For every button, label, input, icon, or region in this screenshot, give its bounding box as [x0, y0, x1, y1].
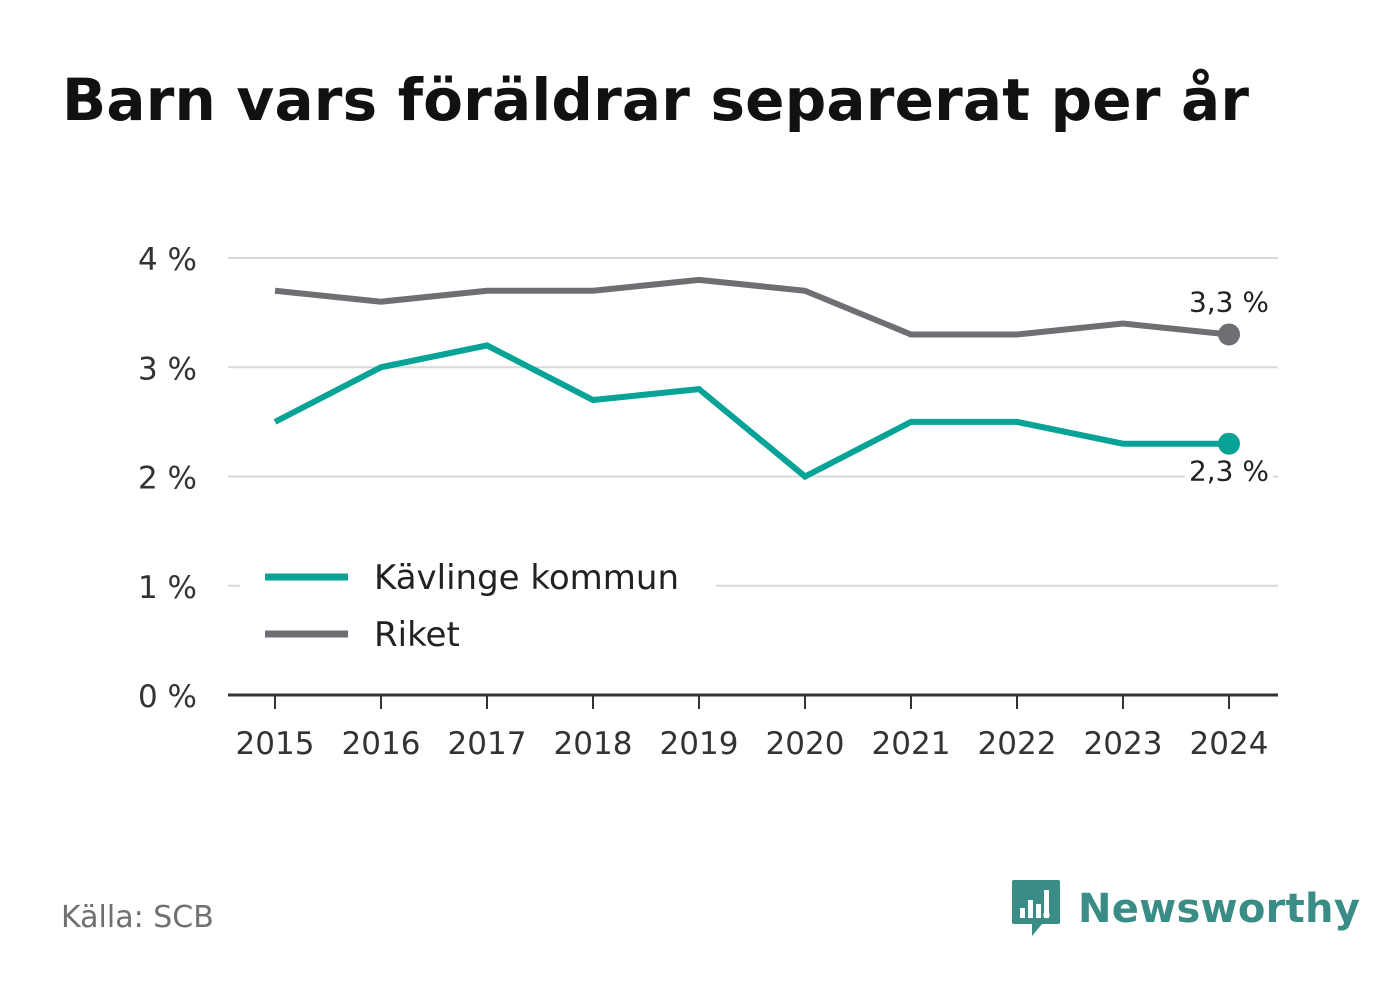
x-tick-label: 2016 [342, 726, 421, 762]
end-label-background [1185, 285, 1273, 318]
grid-lines [228, 257, 1278, 587]
x-tick-label: 2015 [236, 726, 315, 762]
end-marker [1218, 323, 1240, 346]
legend[interactable]: Kävlinge kommun Riket [240, 550, 716, 660]
legend-label: Riket [374, 615, 460, 655]
series-line [273, 342, 1229, 481]
brand-logo[interactable]: Newsworthy [1010, 878, 1360, 940]
x-tick-label: 2021 [872, 726, 951, 762]
brand-name: Newsworthy [1078, 886, 1361, 932]
newsworthy-logo-icon [1012, 880, 1060, 936]
x-axis: 2015 2016 2017 2018 2019 2020 2021 2022 2023 2024 [228, 693, 1278, 762]
x-tick-label: 2022 [978, 726, 1057, 762]
x-tick-label: 2019 [660, 726, 739, 762]
y-axis-ticks: 0 % 1 % 2 % 3 % 4 % [138, 242, 197, 715]
series-line [274, 276, 1230, 338]
x-tick-label: 2017 [448, 726, 527, 762]
y-tick-label: 2 % [138, 461, 197, 497]
chart-title: Barn vars föräldrar separerat per år [62, 66, 1250, 134]
series-lines [273, 276, 1240, 481]
end-marker [1218, 432, 1240, 455]
end-label: 3,3 % [1189, 285, 1269, 318]
end-label: 2,3 % [1189, 455, 1269, 488]
source-note: Källa: SCB [61, 900, 214, 935]
x-tick-label: 2020 [766, 726, 845, 762]
x-tick-label: 2024 [1190, 726, 1269, 762]
y-tick-label: 3 % [138, 351, 197, 387]
x-tick-label: 2018 [554, 726, 633, 762]
y-tick-label: 0 % [138, 679, 197, 715]
end-labels: 2,3 % 3,3 % [1185, 285, 1273, 488]
y-tick-label: 1 % [138, 570, 197, 606]
end-label-background [1185, 454, 1273, 487]
legend-background [240, 550, 716, 660]
x-tick-label: 2023 [1084, 726, 1163, 762]
y-tick-label: 4 % [138, 242, 197, 278]
legend-label: Kävlinge kommun [374, 558, 679, 598]
